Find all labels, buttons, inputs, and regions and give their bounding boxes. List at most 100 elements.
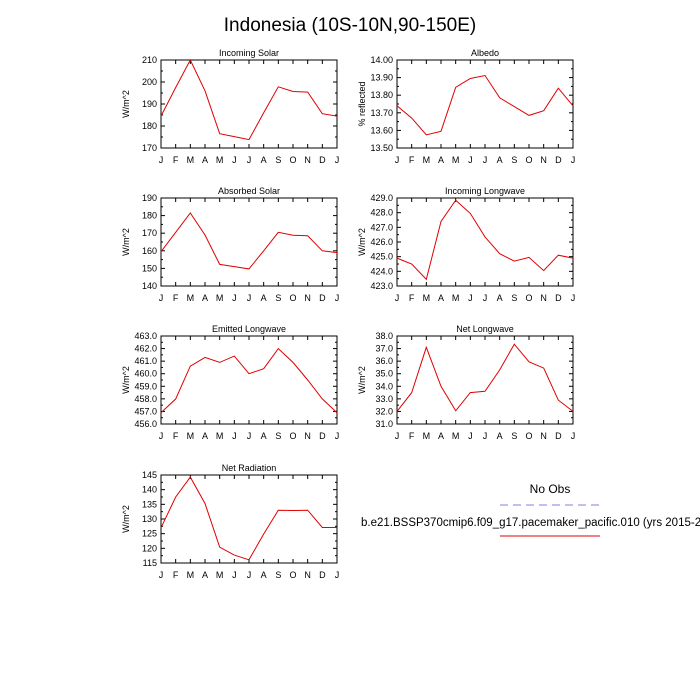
y-axis-label: W/m^2 [121,228,131,256]
x-tick-label: F [173,155,179,165]
x-tick-label: M [452,293,460,303]
x-tick-label: O [289,570,296,580]
panel-frame [160,474,338,564]
y-axis-label: W/m^2 [121,90,131,118]
panel-title: Net Radiation [222,463,277,473]
y-tick-label: 457.0 [134,406,157,416]
x-tick-label: D [319,431,326,441]
x-tick-label: J [468,431,473,441]
y-tick-label: 170 [142,228,157,238]
panel-title: Incoming Solar [219,48,279,58]
series-line-model [396,74,574,136]
x-tick-label: J [395,431,400,441]
x-tick-label: J [483,431,488,441]
x-tick-label: F [409,155,415,165]
y-tick-label: 31.0 [375,419,393,429]
x-tick-label: A [438,155,444,165]
y-tick-label: 38.0 [375,331,393,341]
y-tick-label: 145 [142,470,157,480]
panel-title: Absorbed Solar [218,186,280,196]
x-tick-label: M [216,570,224,580]
series-line-model [160,476,337,561]
y-tick-label: 13.70 [370,108,393,118]
y-tick-label: 150 [142,263,157,273]
x-tick-label: J [571,155,576,165]
x-tick-label: J [247,293,252,303]
x-tick-label: S [275,155,281,165]
x-tick-label: M [187,570,195,580]
y-tick-label: 190 [142,99,157,109]
y-tick-label: 13.50 [370,143,393,153]
x-tick-label: S [275,431,281,441]
x-tick-label: S [275,570,281,580]
legend: No Obs b.e21.BSSP370cmip6.f09_g17.pacema… [361,482,700,537]
y-axis-label: W/m^2 [121,366,131,394]
x-tick-label: N [540,293,547,303]
panel-title: Albedo [471,48,499,58]
x-tick-label: J [335,431,340,441]
x-tick-label: A [497,431,503,441]
y-tick-label: 429.0 [370,193,393,203]
x-tick-label: S [511,155,517,165]
x-tick-label: N [304,293,311,303]
y-tick-label: 140 [142,485,157,495]
x-tick-label: O [525,431,532,441]
x-tick-label: O [525,155,532,165]
x-tick-label: J [335,570,340,580]
x-tick-label: J [335,293,340,303]
x-tick-label: D [555,431,562,441]
y-tick-label: 135 [142,499,157,509]
x-tick-label: A [261,570,267,580]
y-axis-label: W/m^2 [357,366,367,394]
x-tick-label: M [216,293,224,303]
panel-title: Incoming Longwave [445,186,525,196]
y-tick-label: 180 [142,211,157,221]
panel-4: Emitted Longwave 456.0 457.0 458.0 459.0 460.… [121,324,339,441]
x-tick-label: J [159,293,164,303]
x-tick-label: O [525,293,532,303]
y-tick-label: 428.0 [370,208,393,218]
x-tick-label: J [395,293,400,303]
panel-frame [396,59,574,149]
x-tick-label: M [452,155,460,165]
figure-title: Indonesia (10S-10N,90-150E) [224,15,476,36]
y-tick-label: 33.0 [375,394,393,404]
x-tick-label: M [187,155,195,165]
y-tick-label: 210 [142,55,157,65]
x-tick-label: A [438,431,444,441]
y-tick-label: 170 [142,143,157,153]
x-tick-label: O [289,155,296,165]
panel-frame [396,197,574,287]
panel-5: Net Longwave 31.0 32.0 33.0 34.0 35.0 36.0 37.0… [357,324,575,441]
y-tick-label: 180 [142,121,157,131]
x-tick-label: N [304,155,311,165]
y-tick-label: 36.0 [375,356,393,366]
y-tick-label: 458.0 [134,394,157,404]
x-tick-label: D [555,155,562,165]
y-tick-label: 140 [142,281,157,291]
series-line-model [396,343,574,412]
y-tick-label: 200 [142,77,157,87]
panel-frame [160,59,338,149]
x-tick-label: M [216,155,224,165]
panel-title: Emitted Longwave [212,324,286,334]
legend-model-label: b.e21.BSSP370cmip6.f09_g17.pacemaker_pac… [361,517,700,529]
x-tick-label: M [187,293,195,303]
y-tick-label: 37.0 [375,344,393,354]
x-tick-label: A [497,155,503,165]
y-tick-label: 426.0 [370,237,393,247]
y-tick-label: 34.0 [375,381,393,391]
y-tick-label: 460.0 [134,369,157,379]
x-tick-label: S [275,293,281,303]
y-tick-label: 427.0 [370,222,393,232]
x-tick-label: J [483,293,488,303]
panel-frame [160,197,338,287]
x-tick-label: J [395,155,400,165]
x-tick-label: A [202,293,208,303]
panel-frame [396,335,574,425]
x-tick-label: D [555,293,562,303]
x-tick-label: A [438,293,444,303]
x-tick-label: N [304,570,311,580]
